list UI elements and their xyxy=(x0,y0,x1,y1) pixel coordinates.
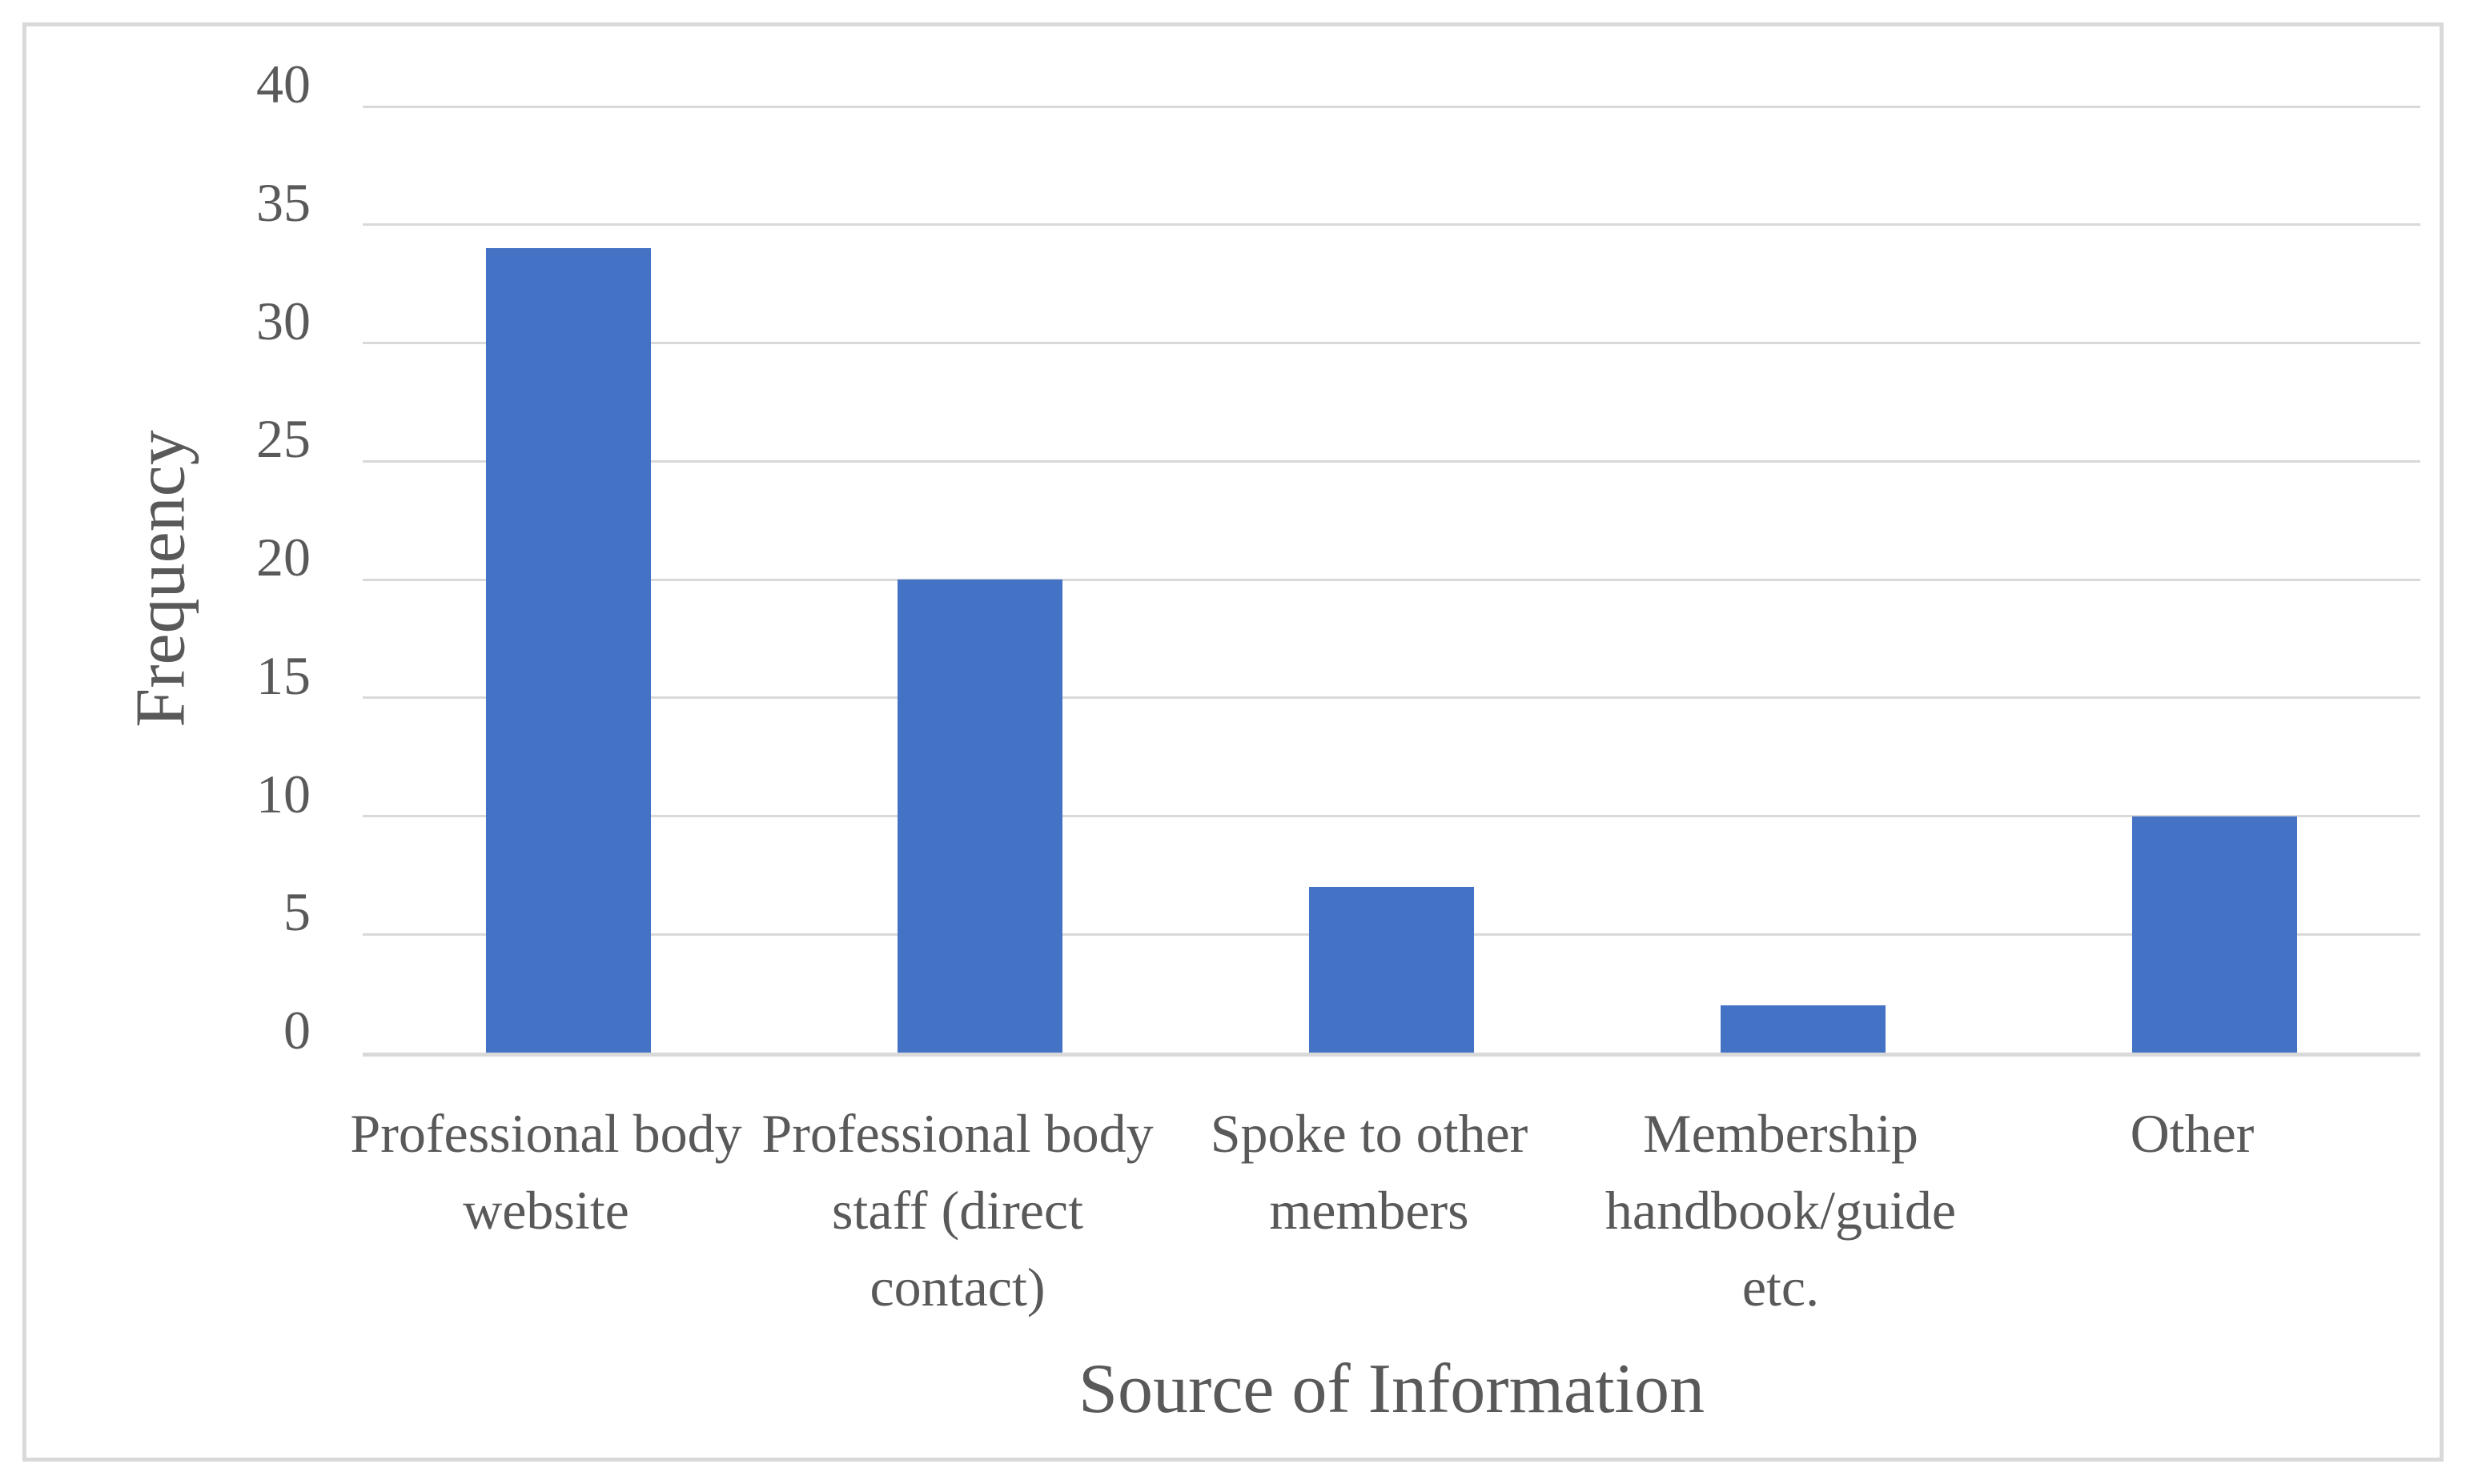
y-tick-label: 35 xyxy=(256,171,311,233)
category-label: Professional body staff (direct contact) xyxy=(761,1103,1154,1318)
x-axis-title: Source of Information xyxy=(1078,1350,1705,1428)
category-label: Spoke to other members xyxy=(1210,1103,1528,1241)
gridline xyxy=(363,342,2420,344)
y-tick-label: 25 xyxy=(256,408,311,470)
gridline xyxy=(363,223,2420,227)
chart-frame: Frequency 0 5 10 15 20 25 30 35 40 Professional … xyxy=(22,22,2444,1462)
y-tick-label: 15 xyxy=(256,644,311,706)
y-tick-label: 5 xyxy=(283,881,311,943)
category-label: Membership handbook/guide etc. xyxy=(1605,1103,1957,1318)
y-tick-label: 0 xyxy=(283,1000,311,1061)
category-label: Other xyxy=(2130,1103,2255,1164)
gridline xyxy=(363,696,2420,700)
gridline xyxy=(363,815,2420,817)
y-tick-label: 10 xyxy=(256,763,311,824)
gridline xyxy=(363,105,2420,108)
plot-area xyxy=(363,105,2420,1057)
y-tick-label: 40 xyxy=(256,54,311,114)
bar xyxy=(486,248,651,1053)
gridline xyxy=(363,578,2420,581)
bar xyxy=(1721,1005,1886,1053)
gridline xyxy=(363,459,2420,463)
y-tick-label: 20 xyxy=(256,527,311,588)
category-label: Professional body website xyxy=(350,1103,742,1241)
bar xyxy=(898,580,1062,1053)
bar xyxy=(1309,887,1474,1053)
bar xyxy=(2132,816,2297,1053)
y-tick-label: 30 xyxy=(256,290,311,351)
